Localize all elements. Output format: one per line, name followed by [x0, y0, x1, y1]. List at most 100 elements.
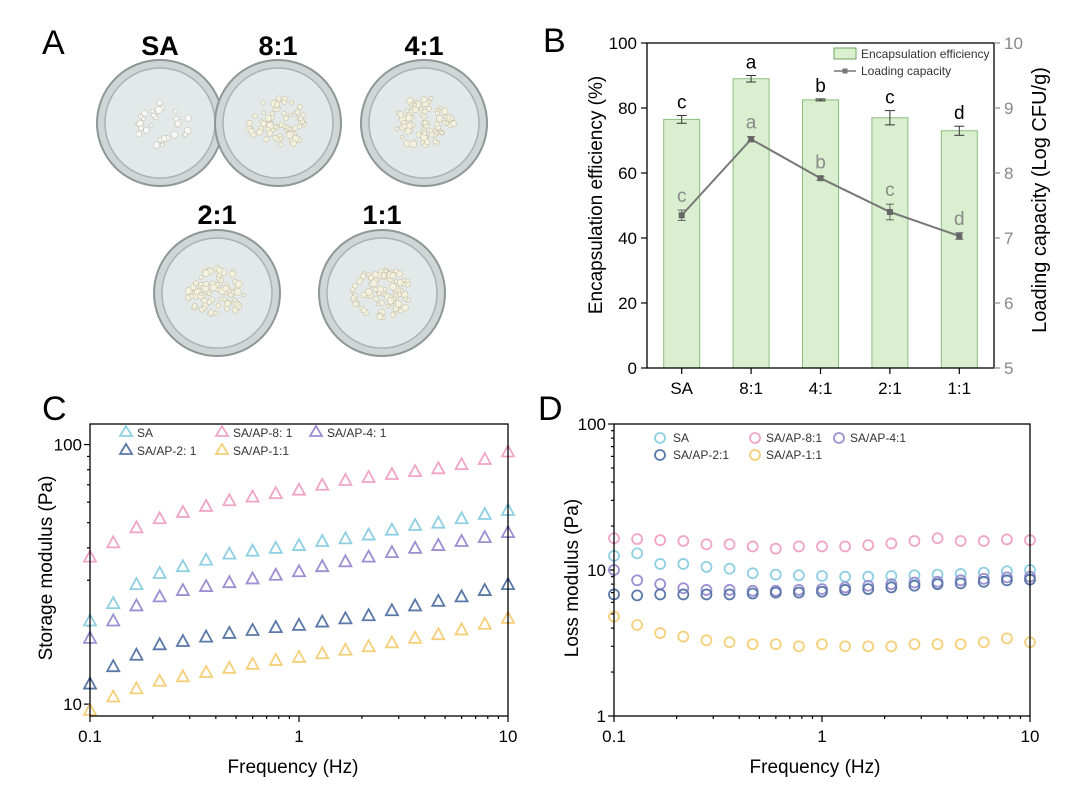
data-point — [198, 628, 214, 643]
y2-tick-label: 10 — [1004, 34, 1023, 53]
bead — [398, 308, 404, 314]
data-point — [314, 613, 330, 628]
bar-SA — [663, 118, 701, 369]
data-point — [1000, 632, 1013, 645]
bead — [256, 128, 264, 136]
data-point — [677, 588, 690, 601]
bead — [208, 309, 215, 316]
bead — [215, 302, 222, 309]
bead — [432, 139, 438, 145]
bead — [386, 304, 391, 309]
data-point — [862, 583, 875, 595]
line-significance-letter: c — [885, 180, 895, 201]
bead — [191, 303, 198, 310]
bead — [184, 287, 193, 295]
bead — [406, 298, 411, 303]
bead — [287, 126, 293, 132]
chart-b-legend: Encapsulation efficiency Loading capacit… — [833, 47, 990, 78]
chart-c-ylabel: Storage modulus (Pa) — [36, 476, 57, 661]
x-tick-label: 1 — [294, 727, 303, 746]
data-point — [245, 488, 261, 503]
bead — [232, 297, 237, 303]
line-significance-letter: c — [677, 186, 687, 207]
bar-significance-letter: b — [815, 76, 826, 97]
data-point — [908, 638, 921, 651]
y-tick-label: 60 — [618, 164, 637, 183]
data-point — [314, 558, 330, 573]
data-point — [384, 634, 400, 649]
y2-tick-label: 6 — [1004, 294, 1013, 313]
line-point-1:1 — [956, 233, 963, 240]
data-point — [654, 627, 667, 639]
bead — [364, 288, 373, 296]
data-point — [454, 510, 470, 525]
bead — [369, 279, 378, 288]
data-point — [337, 530, 353, 545]
bead — [281, 99, 287, 105]
bead — [428, 131, 435, 138]
bead — [356, 277, 364, 285]
bead — [237, 304, 243, 310]
data-point — [407, 597, 423, 612]
bead — [378, 268, 384, 274]
data-point — [746, 587, 759, 600]
bead — [216, 272, 222, 278]
series-sa-ap-2-1 — [82, 576, 516, 690]
data-point — [430, 592, 446, 607]
data-point — [175, 668, 191, 683]
data-point — [152, 510, 168, 525]
y-tick-label: 1 — [597, 707, 606, 726]
data-point — [746, 638, 759, 651]
line-point-4:1 — [817, 175, 824, 182]
data-point — [245, 542, 261, 557]
bead — [420, 96, 428, 104]
chart-c-legend: SA SA/AP-8: 1 SA/AP-4: 1 SA/AP-2: 1 SA/A… — [118, 424, 387, 458]
data-point — [430, 537, 446, 551]
data-point — [839, 540, 852, 553]
data-point — [407, 539, 423, 554]
bead — [288, 112, 293, 118]
data-point — [931, 532, 944, 545]
data-point — [105, 612, 121, 627]
bead — [270, 111, 275, 117]
series-sa — [82, 502, 516, 627]
legend-c-8-1: SA/AP-8: 1 — [233, 426, 293, 440]
bead — [198, 275, 204, 280]
data-point — [769, 638, 782, 651]
bead — [389, 311, 396, 318]
chart-d-xlabel: Frequency (Hz) — [750, 757, 881, 778]
data-point — [908, 535, 921, 547]
bead — [368, 274, 374, 281]
x-tick-label: 1:1 — [947, 379, 971, 398]
bead — [380, 272, 387, 279]
data-point — [221, 625, 237, 639]
x-tick-label: 4:1 — [809, 379, 833, 398]
panel-d-letter: D — [538, 390, 563, 428]
data-point — [175, 504, 191, 518]
data-point — [361, 638, 377, 653]
data-point — [862, 579, 875, 592]
line-point-2:1 — [886, 209, 893, 215]
data-point — [654, 534, 667, 547]
series-sa-ap-8-1 — [608, 532, 1036, 555]
data-point — [792, 569, 805, 582]
data-point — [454, 621, 470, 636]
y2-tick-label: 8 — [1004, 164, 1013, 183]
data-point — [105, 595, 121, 610]
data-point — [454, 456, 470, 471]
bead — [402, 278, 407, 283]
bead — [203, 281, 209, 287]
data-point — [128, 646, 144, 661]
bead — [206, 299, 212, 305]
bead — [252, 113, 258, 119]
y-tick-label: 20 — [618, 294, 637, 313]
bead — [350, 286, 356, 292]
data-point — [769, 586, 782, 599]
chart-d-ylabel: Loss modulus (Pa) — [562, 499, 583, 657]
data-point — [954, 535, 967, 547]
dish-2-1-base — [161, 237, 273, 349]
bead — [297, 123, 303, 129]
dish-sa-label: SA — [141, 31, 179, 61]
data-point — [361, 526, 377, 541]
